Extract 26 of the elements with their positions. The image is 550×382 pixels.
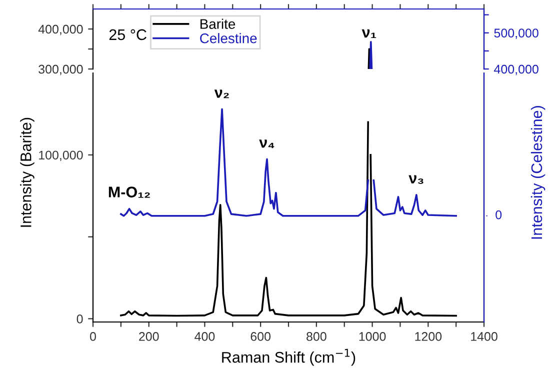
y-axis-title: Intensity (Barite): [20, 118, 34, 227]
x-tick-label: 0: [90, 332, 96, 341]
annotation: ν₄: [259, 140, 274, 148]
y-tick-label: 0: [76, 314, 83, 324]
x-tick-label: 1200: [415, 332, 442, 341]
y-tick-label: 100,000: [39, 150, 83, 162]
y-tick-label: 400,000: [38, 24, 83, 36]
annotation: M-O₁₂: [108, 186, 150, 198]
annotation: ν₃: [408, 175, 424, 184]
x-axis-title: Raman Shift (cm$^{−1}$): [222, 348, 356, 366]
annotation: ν₁: [362, 29, 376, 38]
y-tick-label: 300,000: [38, 64, 83, 76]
legend-label: Barite: [200, 18, 236, 29]
x-tick-label: 800: [306, 332, 326, 341]
x-tick-label: 1000: [359, 332, 386, 341]
y2-tick-label: 500,000: [494, 28, 538, 39]
x-tick-label: 400: [194, 332, 215, 341]
annotation: ν₂: [214, 90, 229, 98]
x-tick-label: 600: [250, 332, 271, 341]
annotation: 25 °C: [109, 29, 146, 40]
y2-tick-label: 400,000: [494, 64, 538, 76]
y2-axis-title: Intensity (Celestine): [530, 106, 546, 239]
x-tick-label: 200: [139, 332, 159, 341]
x-tick-label: 1400: [471, 332, 498, 341]
legend-label: Celestine: [200, 33, 257, 44]
text: 0: [496, 210, 502, 220]
